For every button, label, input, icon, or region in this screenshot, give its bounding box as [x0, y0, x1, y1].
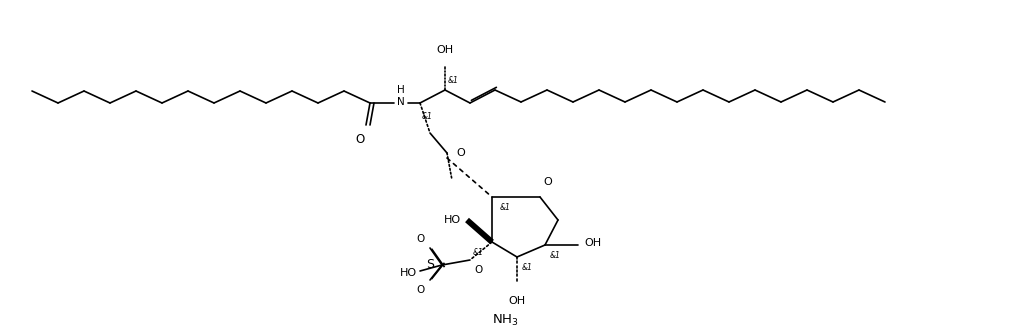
Text: O: O [417, 234, 425, 244]
Text: OH: OH [508, 296, 525, 306]
Text: O: O [474, 265, 482, 275]
Text: NH$_3$: NH$_3$ [492, 312, 518, 328]
Text: H: H [397, 85, 405, 95]
Text: S: S [426, 258, 434, 271]
Text: N: N [397, 97, 405, 107]
Text: &1: &1 [550, 251, 561, 260]
Text: &1: &1 [473, 248, 484, 257]
Text: O: O [543, 177, 551, 187]
Text: O: O [417, 285, 425, 295]
Text: HO: HO [400, 268, 417, 278]
Text: &1: &1 [422, 112, 433, 121]
Text: O: O [456, 148, 465, 158]
Text: OH: OH [436, 45, 453, 55]
Text: OH: OH [584, 238, 601, 248]
Text: &1: &1 [500, 203, 511, 212]
Text: O: O [356, 133, 365, 146]
Text: &1: &1 [448, 76, 459, 85]
Text: &1: &1 [522, 263, 533, 272]
Text: HO: HO [443, 215, 461, 225]
